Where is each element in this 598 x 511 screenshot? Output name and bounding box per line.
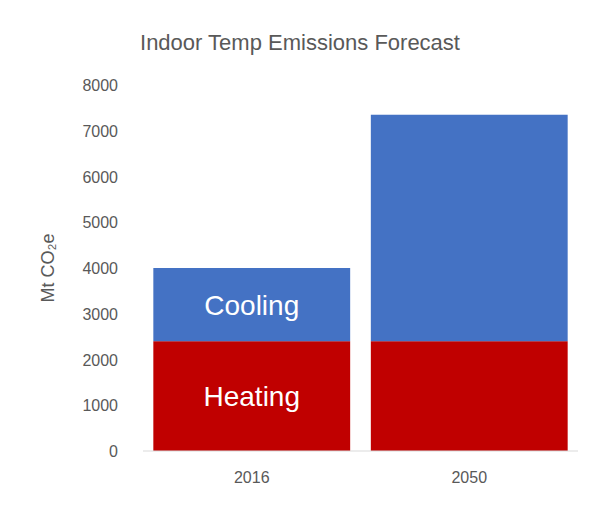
chart: Indoor Temp Emissions Forecast Mt CO₂e 0 10… (0, 0, 598, 511)
bar-segment (153, 341, 350, 451)
y-tick-label: 0 (109, 443, 118, 460)
x-axis-line (143, 451, 578, 452)
y-tick-label: 2000 (82, 352, 118, 369)
y-tick-label: 3000 (82, 306, 118, 323)
title: Indoor Temp Emissions Forecast (140, 30, 460, 55)
bar-segment (153, 268, 350, 341)
y-tick-label: 5000 (82, 214, 118, 231)
chart-container: Indoor Temp Emissions Forecast Mt CO₂e 0 10… (0, 0, 598, 511)
y-tick-label: 8000 (82, 77, 118, 94)
series-label: Cooling (204, 290, 299, 321)
series-label: Heating (203, 381, 300, 412)
x-tick-label: 2016 (234, 469, 270, 486)
y-tick-label: 1000 (82, 397, 118, 414)
bars (153, 115, 567, 451)
x-tick-label: 2050 (451, 469, 487, 486)
y-axis-label: Mt CO₂e (38, 234, 58, 303)
y-tick-label: 7000 (82, 123, 118, 140)
bar-segment (371, 115, 568, 341)
bar-segment (371, 341, 568, 451)
y-tick-label: 6000 (82, 169, 118, 186)
y-tick-label: 4000 (82, 260, 118, 277)
